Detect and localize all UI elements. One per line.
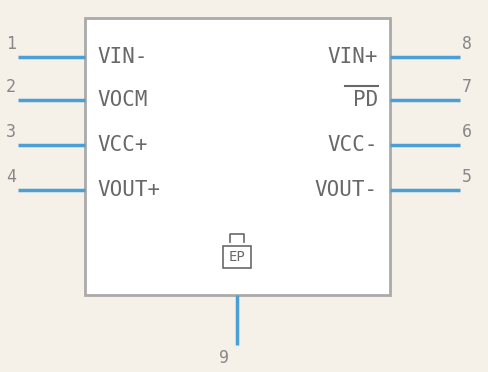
Text: 6: 6 (462, 123, 472, 141)
Text: VCC+: VCC+ (97, 135, 147, 155)
Text: 7: 7 (462, 78, 472, 96)
Text: 4: 4 (6, 168, 16, 186)
Text: PD: PD (353, 90, 378, 110)
Text: VCC-: VCC- (327, 135, 378, 155)
Bar (223, 246, 251, 268)
Text: 8: 8 (462, 35, 472, 53)
Text: VOCM: VOCM (97, 90, 147, 110)
Text: VOUT+: VOUT+ (97, 180, 160, 200)
Text: VIN-: VIN- (97, 47, 147, 67)
Text: 1: 1 (6, 35, 16, 53)
Text: 3: 3 (6, 123, 16, 141)
Text: 9: 9 (219, 349, 229, 367)
Text: VOUT-: VOUT- (315, 180, 378, 200)
Text: 5: 5 (462, 168, 472, 186)
Text: 2: 2 (6, 78, 16, 96)
Text: VIN+: VIN+ (327, 47, 378, 67)
Bar (85, 18, 390, 295)
Text: EP: EP (229, 250, 245, 264)
